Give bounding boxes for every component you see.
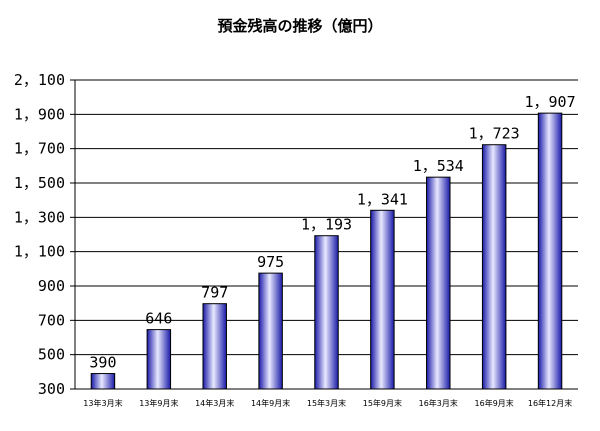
y-tick-label: 2，100 <box>14 71 65 89</box>
y-tick-label: 700 <box>38 311 65 329</box>
labels: 300 500 700 900 1，100 1，300 1，500 1，700 1，900 2，1… <box>14 71 576 408</box>
x-tick-label: 16年3月末 <box>419 398 458 408</box>
x-tick-label: 13年9月末 <box>139 398 178 408</box>
x-tick-label: 16年12月末 <box>528 398 572 408</box>
x-tick-label: 14年3月末 <box>195 398 234 408</box>
bar <box>202 303 227 390</box>
y-tick-label: 1，500 <box>14 174 65 192</box>
axes <box>70 79 578 390</box>
y-tick-label: 1，900 <box>14 105 65 123</box>
data-label: 1，193 <box>301 216 352 234</box>
bar <box>90 373 116 390</box>
bar <box>258 272 283 390</box>
x-tick-label: 16年9月末 <box>475 398 514 408</box>
bar <box>481 144 507 390</box>
bar <box>537 112 563 390</box>
data-label: 390 <box>89 354 116 372</box>
chart-title: 預金残高の推移（億円） <box>217 17 382 35</box>
x-tick-label: 15年3月末 <box>307 398 346 408</box>
bars <box>90 112 563 390</box>
y-tick-label: 900 <box>38 277 65 295</box>
data-label: 1，723 <box>469 125 520 143</box>
y-tick-label: 1，300 <box>14 208 65 226</box>
x-tick-label: 14年9月末 <box>251 398 290 408</box>
data-label: 646 <box>145 310 172 328</box>
x-tick-label: 13年3月末 <box>83 398 122 408</box>
y-tick-label: 1，700 <box>14 140 65 158</box>
bar <box>314 235 339 390</box>
bar <box>370 209 395 390</box>
data-label: 975 <box>257 253 284 271</box>
data-label: 1，907 <box>524 93 575 111</box>
y-tick-label: 1，100 <box>14 243 65 261</box>
bar <box>146 329 172 390</box>
y-tick-label: 500 <box>38 346 65 364</box>
gridlines <box>75 79 578 356</box>
data-label: 1，534 <box>413 157 464 175</box>
data-label: 1，341 <box>357 190 408 208</box>
y-tick-label: 300 <box>38 380 65 398</box>
bar <box>426 176 451 390</box>
x-tick-label: 15年9月末 <box>363 398 402 408</box>
data-label: 797 <box>201 284 228 302</box>
